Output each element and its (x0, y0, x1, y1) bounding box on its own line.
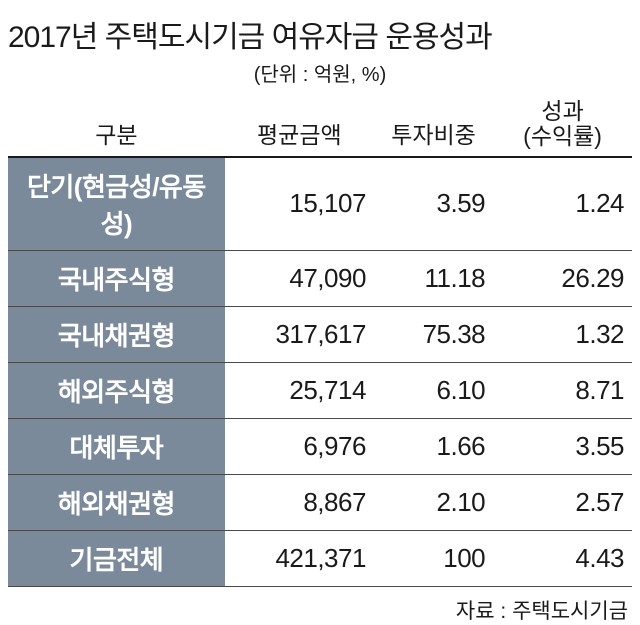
table-row: 해외주식형 25,714 6.10 8.71 (8, 362, 632, 418)
cell-amount: 8,867 (225, 474, 374, 530)
header-perf-line1: 성과 (541, 98, 583, 124)
cell-ratio: 100 (374, 530, 493, 586)
table-row: 국내채권형 317,617 75.38 1.32 (8, 306, 632, 362)
cell-ratio: 6.10 (374, 362, 493, 418)
header-perf-line2: (수익률) (523, 123, 602, 149)
header-category: 구분 (8, 93, 225, 157)
cell-ratio: 3.59 (374, 157, 493, 251)
cell-performance: 3.55 (493, 418, 632, 474)
header-ratio: 투자비중 (374, 93, 493, 157)
cell-category: 국내주식형 (8, 250, 225, 306)
data-table: 구분 평균금액 투자비중 성과 (수익률) 단기(현금성/유동성) 15,107… (8, 93, 632, 587)
cell-performance: 8.71 (493, 362, 632, 418)
cell-performance: 1.32 (493, 306, 632, 362)
cell-ratio: 2.10 (374, 474, 493, 530)
table-row: 단기(현금성/유동성) 15,107 3.59 1.24 (8, 157, 632, 251)
table-row: 기금전체 421,371 100 4.43 (8, 530, 632, 586)
cell-amount: 6,976 (225, 418, 374, 474)
table-body: 단기(현금성/유동성) 15,107 3.59 1.24 국내주식형 47,09… (8, 157, 632, 587)
header-amount: 평균금액 (225, 93, 374, 157)
cell-category: 해외주식형 (8, 362, 225, 418)
cell-performance: 4.43 (493, 530, 632, 586)
cell-amount: 25,714 (225, 362, 374, 418)
cell-category: 국내채권형 (8, 306, 225, 362)
cell-amount: 317,617 (225, 306, 374, 362)
table-row: 국내주식형 47,090 11.18 26.29 (8, 250, 632, 306)
table-title: 2017년 주택도시기금 여유자금 운용성과 (8, 12, 632, 56)
cell-performance: 1.24 (493, 157, 632, 251)
cell-ratio: 1.66 (374, 418, 493, 474)
cell-performance: 26.29 (493, 250, 632, 306)
table-source: 자료 : 주택도시기금 (8, 595, 632, 625)
table-unit: (단위 : 억원, %) (8, 58, 632, 87)
table-row: 해외채권형 8,867 2.10 2.57 (8, 474, 632, 530)
cell-ratio: 11.18 (374, 250, 493, 306)
cell-performance: 2.57 (493, 474, 632, 530)
cell-ratio: 75.38 (374, 306, 493, 362)
cell-category: 해외채권형 (8, 474, 225, 530)
cell-amount: 15,107 (225, 157, 374, 251)
header-row: 구분 평균금액 투자비중 성과 (수익률) (8, 93, 632, 157)
cell-category: 단기(현금성/유동성) (8, 157, 225, 251)
cell-category: 대체투자 (8, 418, 225, 474)
header-performance: 성과 (수익률) (493, 93, 632, 157)
cell-amount: 47,090 (225, 250, 374, 306)
cell-amount: 421,371 (225, 530, 374, 586)
cell-category: 기금전체 (8, 530, 225, 586)
table-row: 대체투자 6,976 1.66 3.55 (8, 418, 632, 474)
